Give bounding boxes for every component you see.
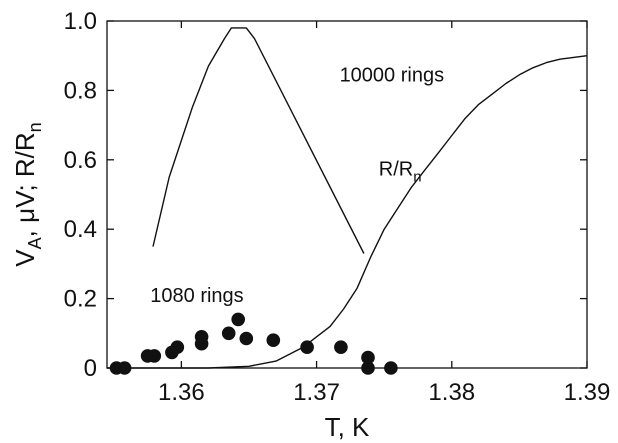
data-point	[170, 340, 185, 355]
y-tick-label: 0.6	[64, 147, 97, 174]
data-point	[334, 340, 348, 355]
data-point	[147, 349, 162, 363]
data-point	[300, 340, 314, 355]
data-point	[231, 312, 245, 327]
y-tick-label: 0.4	[64, 216, 97, 243]
x-axis-title: T, K	[325, 412, 370, 442]
x-tick-label: 1.39	[564, 379, 611, 406]
y-tick-label: 0.2	[64, 286, 97, 313]
y-tick-label: 1.0	[64, 8, 97, 35]
annotation-label: 10000 rings	[340, 65, 445, 87]
data-point	[266, 333, 281, 348]
data-point	[361, 350, 375, 365]
axes: 1.36 1.37 1.38 1.39 0 0.2 0.4 0.6 0.8 1.0	[64, 8, 611, 406]
x-tick-label: 1.38	[428, 379, 475, 406]
data-point	[361, 361, 375, 375]
data-point	[384, 361, 398, 375]
annotation-label: R/Rn	[379, 158, 422, 185]
series-line-r-r-n	[107, 55, 588, 369]
annotation-label: 1080 rings	[150, 285, 243, 307]
plot-frame	[106, 20, 588, 369]
data-point	[194, 330, 209, 344]
series-layer	[107, 27, 588, 375]
annotation-layer: 10000 rings 1080 rings R/Rn	[150, 65, 444, 307]
data-point	[117, 361, 132, 375]
data-point	[221, 326, 236, 341]
y-axis-title: VA, μV; R/Rn	[10, 122, 45, 266]
data-point	[239, 331, 254, 346]
series-line-10000-rings	[152, 27, 365, 254]
y-tick-label: 0.8	[64, 77, 97, 104]
x-tick-label: 1.37	[293, 379, 340, 406]
y-tick-label: 0	[84, 355, 97, 382]
x-tick-label: 1.36	[158, 379, 205, 406]
